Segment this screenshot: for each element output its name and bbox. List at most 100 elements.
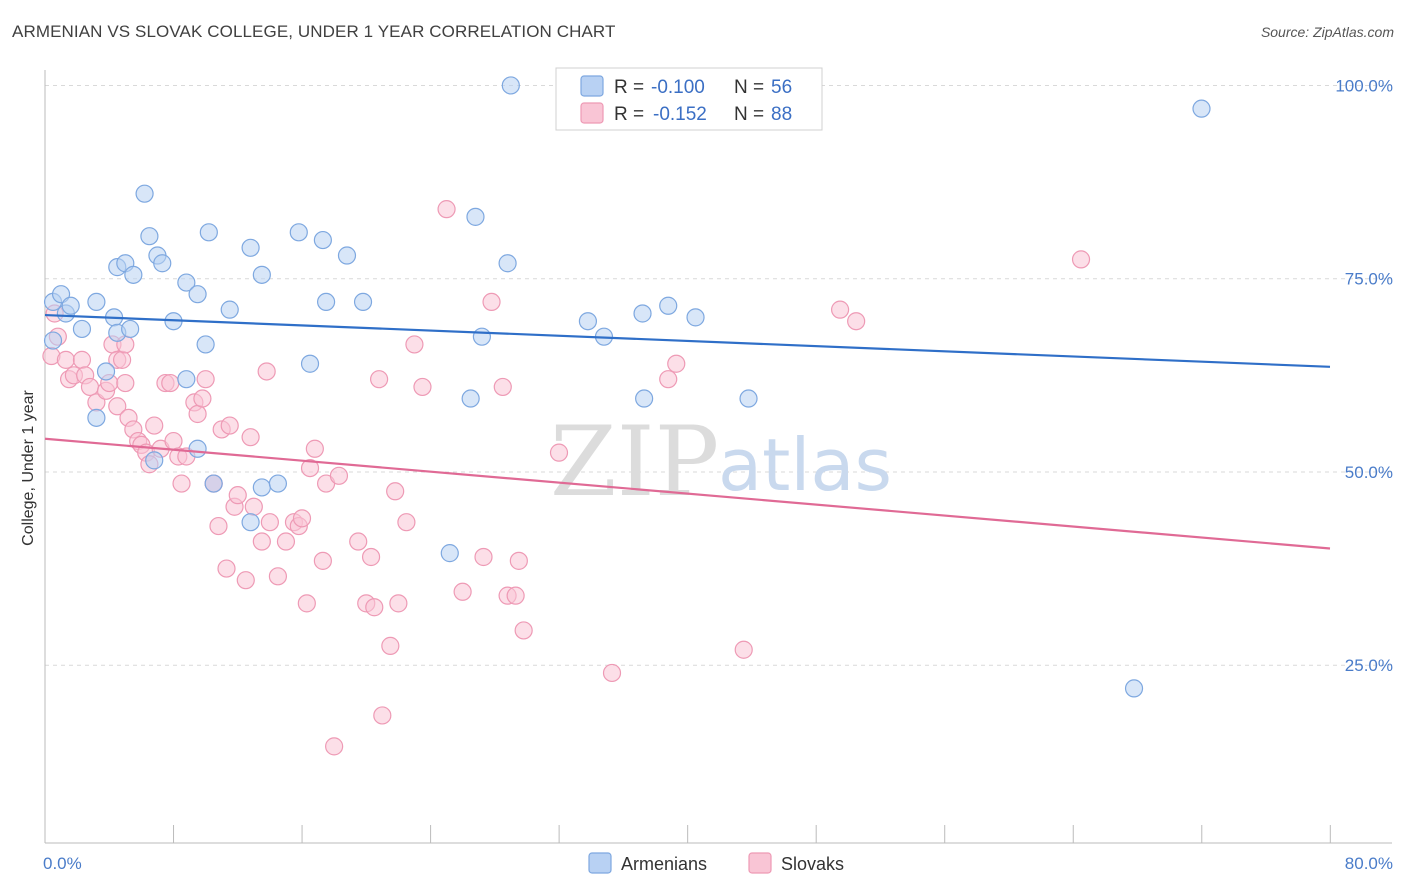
- armenians-point: [153, 254, 172, 273]
- armenians-point: [472, 327, 491, 346]
- slovaks-point: [268, 567, 288, 586]
- armenians-point: [440, 544, 459, 563]
- axes: [44, 70, 1392, 844]
- legend-n-value-slovaks: 88: [771, 104, 792, 125]
- slovaks-point: [217, 559, 236, 578]
- slovaks-point: [361, 547, 381, 567]
- slovaks-point: [386, 482, 405, 501]
- legend-swatch-armenians: [580, 75, 604, 97]
- slovaks-point: [244, 497, 263, 516]
- slovaks-point: [172, 474, 191, 493]
- legend-r-label-slovaks: R =: [614, 104, 644, 125]
- armenians-point: [145, 451, 164, 470]
- armenians-point: [204, 474, 223, 493]
- slovaks-point: [506, 586, 525, 605]
- slovaks-point: [276, 532, 296, 551]
- armenians-point: [252, 265, 271, 284]
- slovaks-point: [437, 200, 456, 219]
- bottom-legend-label-slovaks: Slovaks: [781, 854, 844, 874]
- y-tick-label: 75.0%: [1345, 270, 1393, 289]
- slovaks-point: [667, 354, 686, 373]
- armenians-point: [196, 335, 215, 354]
- legend-swatch-slovaks: [580, 102, 604, 124]
- slovaks-point: [313, 551, 332, 570]
- armenians-point: [241, 513, 260, 532]
- correlation-legend: R = -0.100 N = 56 R = -0.152 N = 88: [555, 67, 823, 131]
- armenians-point: [199, 223, 218, 242]
- slovaks-point: [300, 458, 320, 478]
- slovaks-point: [1071, 250, 1091, 269]
- armenians-point: [220, 300, 239, 319]
- slovaks-point: [220, 416, 239, 435]
- armenians-point: [498, 254, 517, 273]
- armenians-point: [300, 354, 320, 373]
- slovaks-point: [56, 350, 75, 369]
- bottom-legend-swatch-armenians: [588, 852, 612, 874]
- armenians-point: [188, 285, 207, 304]
- armenians-point: [466, 207, 485, 226]
- slovaks-point: [365, 598, 384, 617]
- slovaks-point: [145, 416, 164, 435]
- armenians-point: [313, 230, 332, 250]
- slovaks-point: [549, 443, 569, 462]
- slovaks-point: [413, 377, 432, 397]
- slovaks-point: [108, 397, 127, 416]
- bottom-legend-swatch-slovaks: [748, 852, 772, 874]
- slovaks-point: [305, 439, 324, 458]
- armenians-point: [337, 246, 357, 265]
- armenians-point: [501, 76, 520, 95]
- bottom-legend-label-armenians: Armenians: [621, 854, 707, 874]
- slovaks-point: [329, 466, 349, 485]
- armenians-point: [188, 439, 207, 458]
- slovaks-point: [830, 300, 850, 319]
- armenians-point: [353, 292, 373, 311]
- series-legend: Armenians Slovaks: [588, 852, 844, 874]
- armenians-point: [241, 238, 260, 257]
- armenians-point: [578, 312, 598, 331]
- trendlines: [44, 313, 1331, 550]
- slovaks-point: [297, 594, 316, 613]
- x-tick-label: 80.0%: [1345, 854, 1393, 873]
- y-tick-label: 100.0%: [1335, 76, 1393, 95]
- watermark-zip: ZIP: [550, 406, 719, 518]
- armenians-point: [87, 408, 106, 427]
- armenians-point: [61, 296, 80, 315]
- slovaks-point: [252, 532, 271, 551]
- slovaks-point: [453, 582, 472, 601]
- slovaks-point: [188, 404, 207, 424]
- y-tick-label: 25.0%: [1345, 656, 1393, 675]
- armenians-point: [140, 227, 159, 246]
- x-tick-labels: 0.0% 80.0%: [43, 854, 1393, 873]
- armenians-point: [268, 474, 288, 493]
- slovaks-point: [474, 547, 493, 567]
- legend-r-value-slovaks: -0.152: [653, 104, 707, 125]
- armenians-point: [316, 292, 336, 311]
- slovaks-point: [349, 532, 368, 551]
- armenians-trendline: [44, 313, 1331, 368]
- armenians-point: [72, 319, 92, 339]
- armenians-point: [43, 331, 63, 350]
- armenians-point: [633, 304, 652, 323]
- slovaks-point: [602, 663, 622, 683]
- slovaks-point: [847, 312, 866, 331]
- slovaks-point: [209, 516, 228, 536]
- slovaks-point: [236, 571, 255, 590]
- legend-r-label-armenians: R =: [614, 77, 644, 98]
- slovaks-point: [196, 370, 215, 389]
- armenians-point: [659, 296, 678, 315]
- slovaks-point: [381, 636, 400, 655]
- slovaks-point: [241, 428, 260, 447]
- x-tick-label: 0.0%: [43, 854, 82, 873]
- slovaks-point: [659, 370, 678, 389]
- slovaks-point: [514, 621, 533, 640]
- armenians-point: [252, 478, 271, 497]
- slovaks-trendline: [44, 437, 1331, 550]
- y-tick-label: 50.0%: [1345, 463, 1393, 482]
- slovaks-point: [260, 513, 279, 532]
- armenians-point: [635, 389, 654, 408]
- slovaks-point: [405, 335, 424, 354]
- legend-n-label-armenians: N =: [734, 77, 764, 98]
- legend-n-value-armenians: 56: [771, 77, 792, 98]
- armenians-point: [135, 184, 154, 203]
- slovaks-point: [734, 640, 753, 659]
